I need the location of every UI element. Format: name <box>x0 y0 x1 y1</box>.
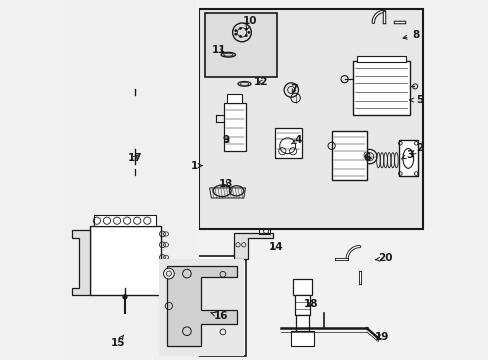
Text: 2: 2 <box>410 143 423 154</box>
Circle shape <box>244 28 247 31</box>
Text: 10: 10 <box>242 16 257 30</box>
Text: 8: 8 <box>402 30 419 40</box>
Polygon shape <box>234 233 273 259</box>
Bar <box>152 256 246 356</box>
Circle shape <box>247 31 250 34</box>
Text: 11: 11 <box>211 45 225 55</box>
Text: 12: 12 <box>253 77 267 87</box>
Bar <box>352 61 409 115</box>
Bar <box>227 94 242 103</box>
Polygon shape <box>167 266 237 346</box>
Circle shape <box>234 33 237 36</box>
Circle shape <box>239 27 242 30</box>
Text: 6: 6 <box>363 153 370 163</box>
Bar <box>398 140 417 176</box>
Text: 15: 15 <box>110 335 125 348</box>
Circle shape <box>239 35 242 38</box>
Text: 7: 7 <box>290 84 297 94</box>
Text: 18: 18 <box>303 299 318 309</box>
Polygon shape <box>72 230 90 295</box>
Bar <box>129 157 142 164</box>
Circle shape <box>133 85 138 90</box>
Text: 1: 1 <box>191 161 202 171</box>
Bar <box>356 56 406 62</box>
Circle shape <box>163 268 174 279</box>
Bar <box>292 279 311 295</box>
Bar <box>94 215 156 226</box>
Text: 13: 13 <box>218 179 233 189</box>
Circle shape <box>122 295 127 299</box>
Text: 14: 14 <box>268 242 283 252</box>
Text: 4: 4 <box>291 135 301 145</box>
Bar <box>64 0 196 360</box>
Bar <box>199 9 422 229</box>
Bar <box>296 315 308 331</box>
Bar <box>275 128 302 158</box>
Bar <box>290 331 314 346</box>
Bar <box>224 103 245 151</box>
Text: 3: 3 <box>400 150 413 160</box>
Text: 20: 20 <box>375 253 392 264</box>
Bar <box>89 83 188 218</box>
Bar <box>159 259 244 356</box>
Bar <box>204 13 276 77</box>
Text: 5: 5 <box>409 95 423 105</box>
Bar <box>294 295 309 315</box>
Text: 9: 9 <box>223 135 229 145</box>
Text: 17: 17 <box>127 153 142 163</box>
Bar <box>64 0 199 360</box>
Bar <box>90 226 161 295</box>
Circle shape <box>234 29 237 32</box>
Circle shape <box>244 34 247 37</box>
Text: 19: 19 <box>374 332 388 342</box>
Bar <box>331 131 366 180</box>
Text: 16: 16 <box>210 311 228 321</box>
